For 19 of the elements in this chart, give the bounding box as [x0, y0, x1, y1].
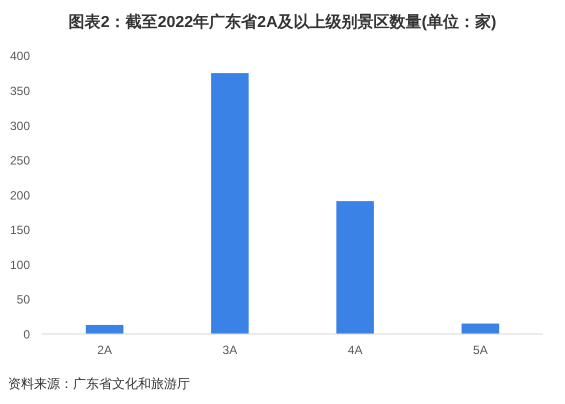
bar: [211, 73, 249, 334]
bar: [462, 324, 500, 334]
x-tick-label: 2A: [97, 343, 112, 357]
y-tick-label: 350: [10, 84, 30, 98]
chart-title: 图表2：截至2022年广东省2A及以上级别景区数量(单位：家): [68, 12, 496, 31]
y-tick-label: 250: [10, 154, 30, 168]
bar: [86, 324, 124, 334]
y-tick-label: 100: [10, 258, 30, 272]
y-tick-label: 400: [10, 49, 30, 64]
x-tick-label: 5A: [473, 343, 488, 357]
x-tick-label: 3A: [222, 343, 238, 357]
y-tick-label: 50: [16, 292, 30, 307]
y-tick-label: 200: [10, 188, 30, 202]
y-tick-label: 300: [10, 118, 30, 133]
x-tick-label: 4A: [348, 343, 362, 357]
y-tick-label: 0: [23, 328, 30, 342]
text: 资料来源：广东省文化和旅游厅: [8, 376, 190, 391]
bar: [336, 201, 374, 334]
y-tick-label: 150: [10, 223, 30, 238]
